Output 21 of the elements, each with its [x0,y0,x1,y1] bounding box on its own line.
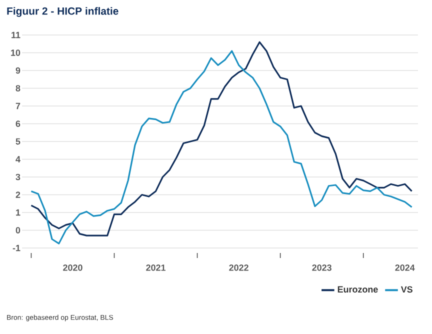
y-tick-label: 9 [16,67,20,74]
y-tick-label: 7 [16,102,20,110]
x-tick-label: 2020 [63,264,82,271]
legend-label: VS [400,286,412,293]
y-tick-label: 11 [12,32,20,38]
y-tick-label: 0 [16,227,20,234]
y-tick-label: 3 [16,174,20,180]
y-tick-label: -1 [12,244,20,252]
y-tick-label: 5 [16,138,20,145]
y-tick-label: 4 [16,156,20,162]
y-tick-label: 1 [16,209,20,216]
legend-label: Eurozone [338,286,378,293]
y-tick-label: 10 [11,50,20,56]
x-tick-label: 2023 [312,264,332,271]
x-tick-label: 2021 [146,264,166,271]
y-tick-label: 8 [16,85,20,92]
chart-title: Figuur 2 - HICP inflatie [7,7,118,17]
y-tick-label: 2 [16,192,20,198]
x-tick-label: 2022 [229,264,248,271]
y-tick-label: 6 [16,120,20,127]
x-tick-label: 2024 [395,264,415,271]
